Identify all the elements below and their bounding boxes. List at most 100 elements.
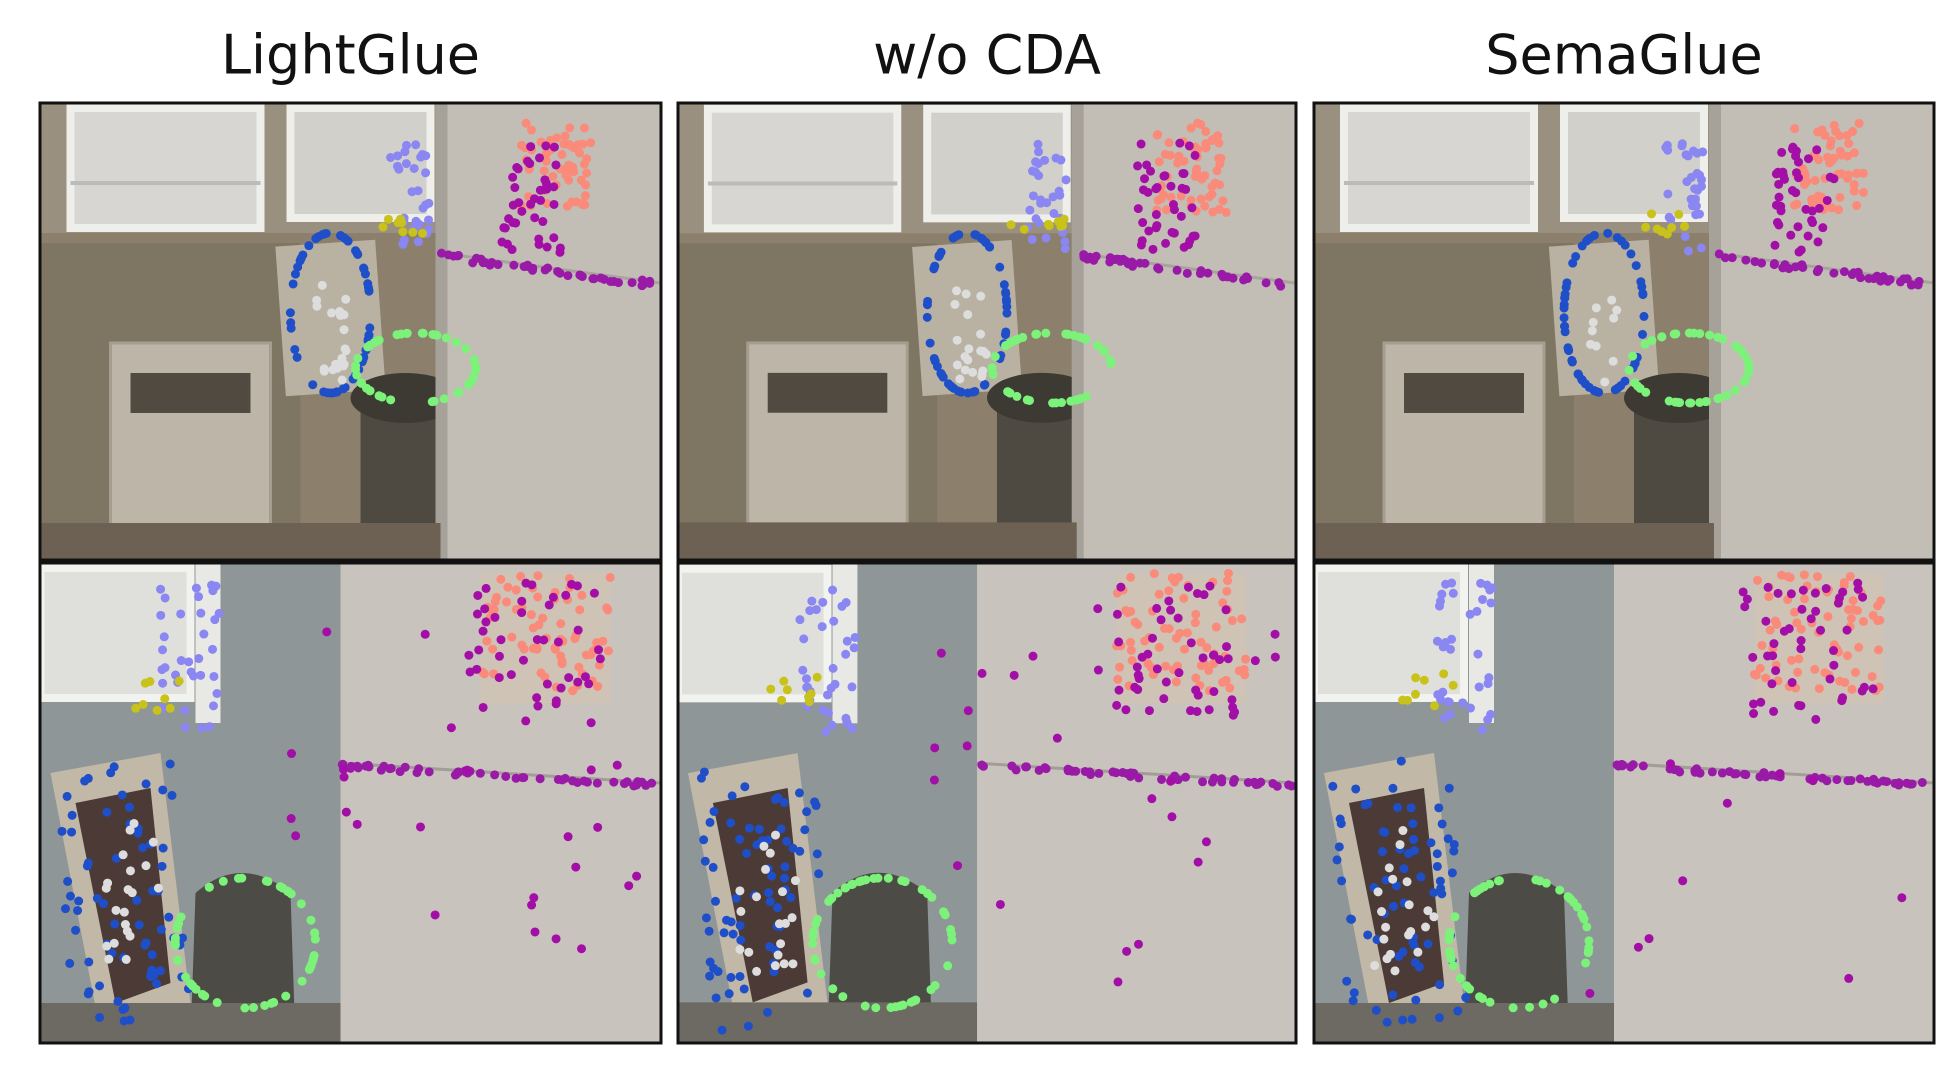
keypoint	[376, 765, 386, 775]
keypoint	[1756, 697, 1766, 707]
keypoints	[285, 118, 655, 407]
keypoint	[286, 318, 296, 328]
keypoint	[1192, 588, 1202, 598]
keypoint	[1531, 875, 1541, 885]
keypoint	[544, 600, 554, 610]
keypoint	[523, 156, 533, 166]
keypoint	[1337, 876, 1347, 886]
keypoint	[1842, 625, 1852, 635]
keypoint	[726, 917, 736, 927]
keypoint	[124, 802, 134, 812]
keypoint	[1398, 1015, 1408, 1025]
keypoint	[1251, 780, 1261, 790]
keypoint	[979, 380, 989, 390]
keypoint	[1538, 999, 1548, 1009]
keypoint	[1164, 596, 1174, 606]
keypoint	[1167, 573, 1177, 583]
keypoint	[104, 954, 114, 964]
keypoint	[1171, 677, 1181, 687]
keypoint	[131, 703, 141, 713]
keypoint	[553, 637, 563, 647]
keypoint	[1684, 328, 1694, 338]
keypoint	[1638, 761, 1648, 771]
keypoint	[480, 604, 490, 614]
keypoint	[1216, 153, 1226, 163]
keypoint	[312, 301, 322, 311]
keypoint	[1001, 295, 1011, 305]
keypoint	[521, 118, 531, 128]
keypoint	[542, 242, 552, 252]
keypoint	[526, 142, 536, 152]
keypoint	[847, 724, 857, 734]
keypoint	[1657, 332, 1667, 342]
keypoint	[1061, 175, 1071, 185]
keypoint	[850, 632, 860, 642]
keypoint	[1775, 769, 1785, 779]
keypoint	[1261, 278, 1271, 288]
keypoint	[527, 125, 537, 135]
keypoint	[132, 895, 142, 905]
keypoint	[1157, 774, 1167, 784]
keypoint	[1626, 249, 1636, 259]
keypoint	[1663, 189, 1673, 199]
keypoint	[539, 635, 549, 645]
keypoint	[469, 355, 479, 365]
keypoint	[148, 837, 158, 847]
keypoint	[1810, 588, 1820, 598]
keypoint	[1328, 781, 1338, 791]
keypoint	[1787, 186, 1797, 196]
keypoint	[1831, 126, 1841, 136]
keypoint	[1582, 922, 1592, 932]
keypoint	[534, 234, 544, 244]
keypoint	[1683, 246, 1693, 256]
keypoint	[304, 241, 314, 251]
keypoint	[1159, 694, 1169, 704]
keypoint	[857, 876, 867, 886]
keypoint	[788, 843, 798, 853]
keypoint	[1148, 244, 1158, 254]
keypoint	[1472, 886, 1482, 896]
keypoint	[1112, 700, 1122, 710]
keypoint	[341, 807, 351, 817]
keypoint	[1437, 819, 1447, 829]
keypoint	[1803, 231, 1813, 241]
keypoint	[798, 665, 808, 675]
keypoint	[341, 294, 351, 304]
keypoint	[1426, 838, 1436, 848]
keypoint	[538, 217, 548, 227]
keypoint	[1404, 900, 1414, 910]
keypoint	[1802, 176, 1812, 186]
keypoint	[181, 972, 191, 982]
keypoint	[589, 274, 599, 284]
keypoint	[1377, 847, 1387, 857]
keypoint	[133, 828, 143, 838]
keypoint	[530, 213, 540, 223]
keypoint	[1845, 571, 1855, 581]
keypoint	[1774, 220, 1784, 230]
keypoint	[427, 397, 437, 407]
keypoint	[1848, 604, 1858, 614]
keypoint	[1193, 857, 1203, 867]
keypoint	[84, 957, 94, 967]
keypoint	[63, 876, 73, 886]
keypoint	[1763, 651, 1773, 661]
keypoint	[562, 201, 572, 211]
keypoint	[180, 705, 190, 715]
keypoint	[556, 651, 566, 661]
keypoint	[156, 925, 166, 935]
keypoint	[208, 701, 218, 711]
keypoint	[1207, 182, 1217, 192]
keypoint	[728, 929, 738, 939]
keypoint	[62, 791, 72, 801]
keypoint	[528, 643, 538, 653]
keypoint	[413, 186, 423, 196]
keypoint	[719, 928, 729, 938]
keypoint	[814, 869, 824, 879]
keypoint	[599, 274, 609, 284]
keypoint	[1130, 682, 1140, 692]
keypoint	[1666, 214, 1676, 224]
keypoint	[1695, 329, 1705, 339]
keypoint	[1409, 940, 1419, 950]
keypoint	[593, 681, 603, 691]
